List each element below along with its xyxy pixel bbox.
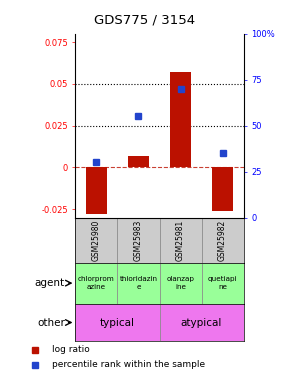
Text: olanzap
ine: olanzap ine — [166, 276, 195, 290]
Bar — [202, 217, 244, 262]
Text: percentile rank within the sample: percentile rank within the sample — [52, 360, 205, 369]
Bar — [117, 217, 160, 262]
Text: GSM25983: GSM25983 — [134, 219, 143, 261]
Bar — [160, 262, 202, 304]
Bar — [128, 156, 149, 167]
Bar — [160, 217, 202, 262]
Text: agent: agent — [35, 278, 65, 288]
Bar — [202, 262, 244, 304]
Text: GSM25980: GSM25980 — [92, 219, 101, 261]
Bar — [75, 217, 117, 262]
Text: GDS775 / 3154: GDS775 / 3154 — [95, 13, 195, 26]
Text: other: other — [37, 318, 65, 327]
Bar — [170, 72, 191, 167]
Bar — [117, 262, 160, 304]
Bar — [75, 262, 117, 304]
Text: chlorprom
azine: chlorprom azine — [78, 276, 115, 290]
Text: atypical: atypical — [181, 318, 222, 327]
Bar — [160, 304, 244, 341]
Text: quetiapi
ne: quetiapi ne — [208, 276, 238, 290]
Text: thioridazin
e: thioridazin e — [119, 276, 157, 290]
Bar — [212, 167, 233, 211]
Text: GSM25981: GSM25981 — [176, 219, 185, 261]
Bar — [86, 167, 107, 214]
Text: GSM25982: GSM25982 — [218, 219, 227, 261]
Text: typical: typical — [100, 318, 135, 327]
Bar — [75, 304, 160, 341]
Text: log ratio: log ratio — [52, 345, 90, 354]
